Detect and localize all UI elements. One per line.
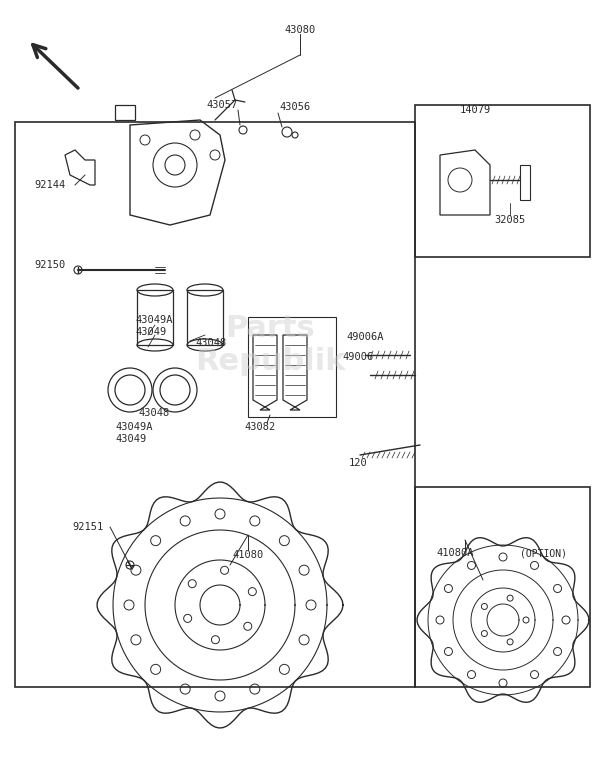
Bar xyxy=(15,122,415,687)
Text: 92144: 92144 xyxy=(34,180,65,190)
Bar xyxy=(248,317,336,417)
Text: 43049A: 43049A xyxy=(115,422,152,432)
Text: 49006: 49006 xyxy=(343,352,374,362)
Text: 43080: 43080 xyxy=(284,25,316,35)
Text: 41080: 41080 xyxy=(232,550,263,560)
Text: 43057: 43057 xyxy=(206,100,238,110)
Text: 120: 120 xyxy=(349,458,367,468)
Text: 43049A: 43049A xyxy=(135,315,173,325)
Text: 43048: 43048 xyxy=(138,408,169,418)
Bar xyxy=(137,290,173,345)
Text: 92151: 92151 xyxy=(73,522,104,532)
Text: 43082: 43082 xyxy=(244,422,275,432)
Bar xyxy=(415,487,590,687)
Text: (OPTION): (OPTION) xyxy=(520,548,566,558)
Text: 49006A: 49006A xyxy=(346,332,384,342)
Text: 43056: 43056 xyxy=(280,102,311,112)
Text: 32085: 32085 xyxy=(494,215,526,225)
Text: 43049: 43049 xyxy=(135,327,166,337)
Text: 92150: 92150 xyxy=(34,260,65,270)
Text: 43049: 43049 xyxy=(115,434,146,444)
Text: 41080A: 41080A xyxy=(436,548,474,558)
Text: 14079: 14079 xyxy=(460,105,491,115)
Bar xyxy=(415,105,590,257)
Text: Parts
Republik: Parts Republik xyxy=(195,314,345,377)
Text: 43048: 43048 xyxy=(195,338,226,348)
Bar xyxy=(187,290,223,345)
